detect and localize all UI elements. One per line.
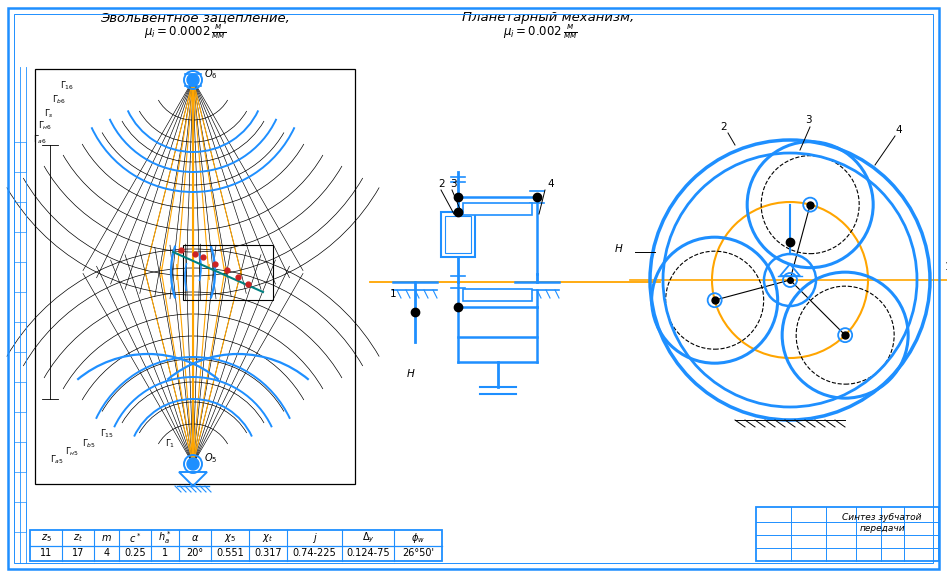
Text: $\Gamma_{b5}$: $\Gamma_{b5}$ — [82, 437, 96, 449]
Text: $O_6$: $O_6$ — [204, 67, 218, 81]
Text: 26°50': 26°50' — [402, 549, 434, 559]
Bar — [183, 245, 273, 299]
Text: $\mu_i=0.0002\,\frac{м}{мм}$: $\mu_i=0.0002\,\frac{м}{мм}$ — [144, 23, 226, 41]
Circle shape — [187, 74, 199, 86]
Text: 17: 17 — [72, 549, 84, 559]
Text: $\Gamma_s$: $\Gamma_s$ — [44, 107, 54, 119]
Text: 1: 1 — [390, 289, 397, 299]
Text: 4: 4 — [895, 125, 902, 135]
Text: 4: 4 — [103, 549, 110, 559]
Text: $m$: $m$ — [101, 533, 112, 543]
Text: 3: 3 — [450, 179, 456, 189]
Text: $\chi_t$: $\chi_t$ — [262, 532, 274, 544]
Text: $\Gamma_{b6}$: $\Gamma_{b6}$ — [52, 94, 66, 107]
Bar — [14, 262, 26, 292]
Text: Синтез зубчатой
передачи: Синтез зубчатой передачи — [842, 514, 921, 533]
Text: Эвольвентное зацепление,: Эвольвентное зацепление, — [100, 11, 290, 24]
Bar — [14, 142, 26, 172]
Text: 0.317: 0.317 — [254, 549, 282, 559]
Text: $c^*$: $c^*$ — [129, 531, 141, 545]
Text: 0.124-75: 0.124-75 — [347, 549, 390, 559]
Text: $\Gamma_{16}$: $\Gamma_{16}$ — [60, 80, 74, 92]
Text: H: H — [615, 244, 623, 254]
Text: H: H — [407, 369, 415, 379]
Text: 1: 1 — [945, 262, 947, 272]
Bar — [14, 442, 26, 472]
Text: 20°: 20° — [187, 549, 204, 559]
Bar — [463, 203, 532, 215]
Bar — [35, 69, 355, 484]
Bar — [14, 502, 26, 532]
Text: $z_5$: $z_5$ — [41, 532, 51, 544]
Text: 11: 11 — [40, 549, 52, 559]
Text: $\mu_i=0.002\,\frac{м}{мм}$: $\mu_i=0.002\,\frac{м}{мм}$ — [503, 23, 578, 41]
Circle shape — [713, 298, 717, 302]
Bar — [14, 202, 26, 232]
Bar — [463, 289, 532, 301]
Text: $\Delta_y$: $\Delta_y$ — [362, 531, 374, 545]
Text: $O_5$: $O_5$ — [204, 451, 218, 465]
Text: $\Gamma_{н5}$: $\Gamma_{н5}$ — [65, 446, 80, 459]
Circle shape — [843, 333, 848, 337]
Text: $\chi_5$: $\chi_5$ — [224, 532, 236, 544]
Text: 2: 2 — [720, 122, 726, 132]
Text: $\Gamma_{a6}$: $\Gamma_{a6}$ — [33, 134, 47, 147]
Text: 0.74-225: 0.74-225 — [293, 549, 336, 559]
Text: $\alpha$: $\alpha$ — [191, 533, 199, 543]
Circle shape — [808, 203, 813, 207]
Circle shape — [187, 458, 199, 470]
Text: $z_t$: $z_t$ — [73, 532, 83, 544]
Text: $\Gamma_{н6}$: $\Gamma_{н6}$ — [38, 120, 52, 133]
Text: $\Gamma_{15}$: $\Gamma_{15}$ — [100, 428, 114, 440]
Text: $\phi_w$: $\phi_w$ — [411, 531, 425, 545]
Text: 0.25: 0.25 — [124, 549, 146, 559]
Text: 1: 1 — [162, 549, 168, 559]
Text: 2: 2 — [438, 179, 445, 189]
Bar — [30, 530, 442, 561]
Text: $\Gamma_{a5}$: $\Gamma_{a5}$ — [50, 454, 63, 466]
Bar — [445, 216, 471, 253]
Bar — [756, 507, 939, 561]
Text: 0.551: 0.551 — [216, 549, 244, 559]
Bar — [14, 382, 26, 412]
Text: $h_a^*$: $h_a^*$ — [158, 530, 171, 546]
Text: $\Gamma_1$: $\Gamma_1$ — [165, 437, 175, 449]
Text: $j$: $j$ — [312, 531, 317, 545]
Text: 3: 3 — [805, 115, 812, 125]
Bar — [14, 322, 26, 352]
Text: 4: 4 — [547, 179, 554, 189]
Bar — [441, 212, 475, 257]
Text: Планетарный механизм,: Планетарный механизм, — [462, 11, 634, 24]
